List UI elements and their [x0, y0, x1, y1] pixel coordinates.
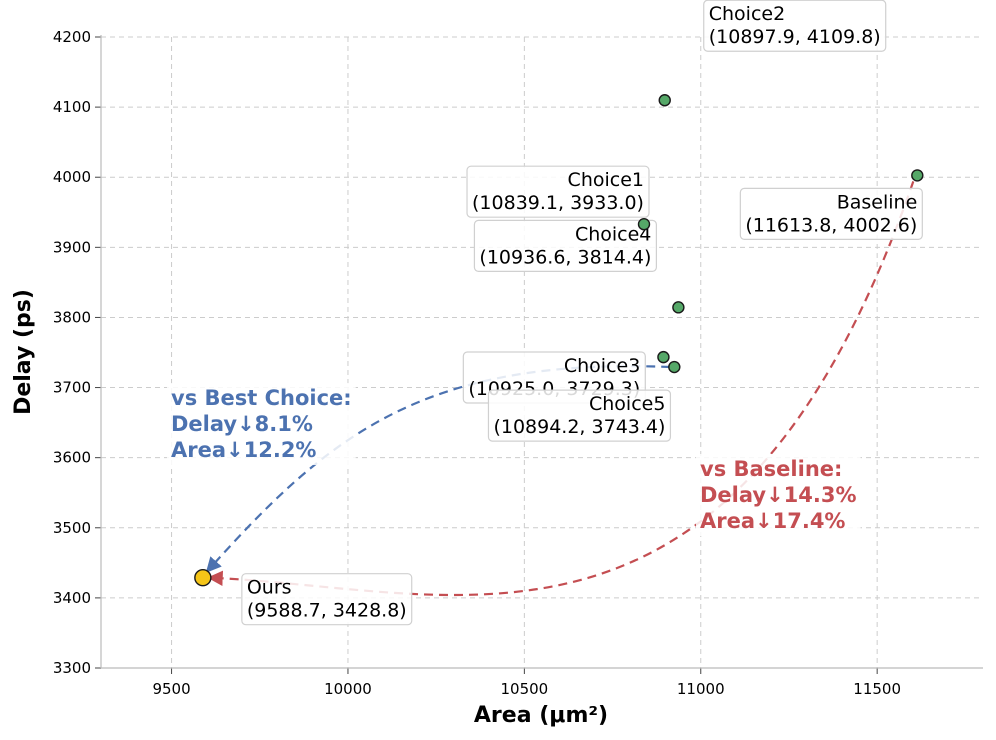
point-label-coords: (11613.8, 4002.6) — [745, 214, 917, 236]
y-tick-label: 3500 — [53, 519, 91, 537]
point-label-name: Choice1 — [568, 169, 644, 191]
x-tick-label: 10500 — [501, 680, 549, 698]
comparison-line: Delay↓14.3% — [700, 483, 857, 507]
point-label-name: Choice2 — [709, 3, 785, 25]
comparison-line: Area↓12.2% — [171, 438, 316, 462]
point-label-box — [466, 165, 650, 218]
point-label-baseline: Baseline(11613.8, 4002.6) — [739, 187, 923, 240]
y-tick-label: 4200 — [53, 28, 91, 46]
x-tick-label: 11500 — [853, 680, 901, 698]
y-tick-label: 3800 — [53, 308, 91, 326]
y-tick-label: 4100 — [53, 98, 91, 116]
x-tick-label: 9500 — [152, 680, 190, 698]
point-label-box — [487, 389, 672, 442]
y-tick-label: 3400 — [53, 589, 91, 607]
point-label-coords: (10936.6, 3814.4) — [479, 246, 651, 268]
point-label-box — [703, 0, 887, 52]
point-label-coords: (10839.1, 3933.0) — [472, 192, 644, 214]
axes-layer: 9500 10000 10500 11000 11500 3300 3400 3500 3600… — [53, 28, 983, 698]
point-label-choice1: Choice1(10839.1, 3933.0) — [466, 165, 650, 218]
point-label-coords: (9588.7, 3428.8) — [247, 600, 407, 622]
y-tick-label: 3300 — [53, 659, 91, 677]
point-label-coords: (10894.2, 3743.4) — [493, 416, 665, 438]
comparison-layer: vs Best Choice:Delay↓8.1%Area↓12.2% vs Ba… — [167, 383, 861, 536]
y-axis-title: Delay (ps) — [11, 289, 36, 415]
point-label-ours: Ours(9588.7, 3428.8) — [241, 573, 413, 626]
point-label-box — [739, 187, 923, 240]
point-label-choice4: Choice4(10936.6, 3814.4) — [473, 219, 657, 272]
point-label-name: Baseline — [837, 191, 918, 213]
baseline-comparison: vs Baseline:Delay↓14.3%Area↓17.4% — [696, 454, 861, 536]
point-label-box — [473, 219, 657, 272]
best-choice-comparison: vs Best Choice:Delay↓8.1%Area↓12.2% — [167, 383, 356, 465]
comparison-box — [696, 454, 861, 536]
point-choice1 — [637, 217, 651, 231]
point-ours — [194, 568, 212, 587]
x-tick-label: 10000 — [324, 680, 372, 698]
point-choice3 — [668, 360, 681, 374]
point-label-name: Choice4 — [575, 223, 651, 245]
point-layer — [194, 94, 924, 587]
comparison-line: Delay↓8.1% — [171, 412, 313, 436]
comparison-box — [167, 383, 356, 465]
point-label-choice2: Choice2(10897.9, 4109.8) — [703, 0, 887, 52]
y-tick-label: 3600 — [53, 449, 91, 467]
comparison-line: vs Baseline: — [700, 457, 842, 481]
point-label-name: Choice3 — [564, 355, 640, 377]
point-choice2 — [658, 94, 671, 107]
x-axis-title: Area (μm²) — [474, 703, 608, 728]
point-label-choice5: Choice5(10894.2, 3743.4) — [487, 389, 672, 442]
point-choice5 — [657, 350, 670, 364]
point-label-coords: (10897.9, 4109.8) — [709, 26, 881, 48]
point-baseline — [911, 169, 924, 182]
y-tick-label: 4000 — [53, 168, 91, 186]
y-tick-label: 3900 — [53, 238, 91, 256]
point-label-name: Ours — [247, 577, 292, 599]
point-label-box — [241, 573, 413, 626]
comparison-line: vs Best Choice: — [171, 386, 352, 410]
label-layer: Ours(9588.7, 3428.8) Choice1(10839.1, 393… — [241, 0, 923, 626]
comparison-line: Area↓17.4% — [700, 509, 845, 533]
point-choice4 — [672, 301, 685, 314]
y-tick-label: 3700 — [53, 379, 91, 397]
x-tick-label: 11000 — [677, 680, 725, 698]
point-label-name: Choice5 — [589, 393, 665, 415]
